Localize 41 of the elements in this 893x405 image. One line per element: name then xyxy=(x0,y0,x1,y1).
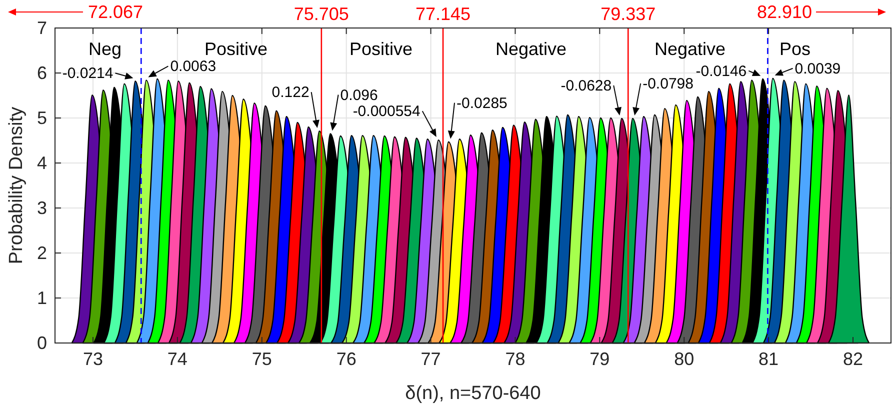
x-tick-label: 79 xyxy=(590,349,610,369)
annotation: Negative xyxy=(495,39,567,59)
x-tick-label: 82 xyxy=(842,349,864,369)
y-tick-label: 3 xyxy=(36,198,47,218)
y-tick-label: 6 xyxy=(36,63,47,83)
x-tick-label: 74 xyxy=(167,349,188,369)
annotation: Positive xyxy=(204,39,268,59)
x-tick-label: 76 xyxy=(336,349,356,369)
x-tick-label: 77 xyxy=(420,349,441,369)
text: 72.067 xyxy=(88,2,144,22)
annotation: 0.122 xyxy=(272,84,310,102)
ref-line-label: 79.337 xyxy=(600,4,656,24)
x-axis-title: δ(n), n=570-640 xyxy=(405,383,541,404)
ref-line-label: 75.705 xyxy=(294,4,349,24)
x-tick-label: 78 xyxy=(505,349,526,369)
annotation: -0.0146 xyxy=(696,62,747,80)
annotation: -0.0214 xyxy=(62,65,114,82)
y-tick-label: 5 xyxy=(36,108,47,128)
annotation: 0.0063 xyxy=(170,58,216,76)
annotation: -0.000554 xyxy=(352,103,420,120)
x-tick-label: 73 xyxy=(82,349,104,369)
annotation: Pos xyxy=(779,39,811,59)
y-tick-label: 4 xyxy=(36,153,47,173)
x-tick-label: 81 xyxy=(758,349,779,369)
y-axis-title: Probability Density xyxy=(6,106,27,264)
annotation: -0.0628 xyxy=(560,77,612,94)
annotation: -0.0285 xyxy=(456,94,508,112)
x-tick-label: 80 xyxy=(674,349,694,369)
y-tick-label: 0 xyxy=(36,333,47,353)
annotation: -0.0798 xyxy=(642,75,694,92)
annotation: Negative xyxy=(654,39,726,59)
annotation: Positive xyxy=(349,39,413,59)
text: 82.910 xyxy=(756,2,812,22)
annotation: 0.0039 xyxy=(794,60,841,78)
y-tick-label: 7 xyxy=(36,18,47,38)
x-tick-label: 75 xyxy=(252,349,272,369)
annotation: 0.096 xyxy=(340,86,378,104)
annotation: Neg xyxy=(88,39,122,59)
ref-line-label: 77.145 xyxy=(415,4,471,24)
y-tick-label: 2 xyxy=(36,243,47,263)
y-tick-label: 1 xyxy=(36,288,47,308)
